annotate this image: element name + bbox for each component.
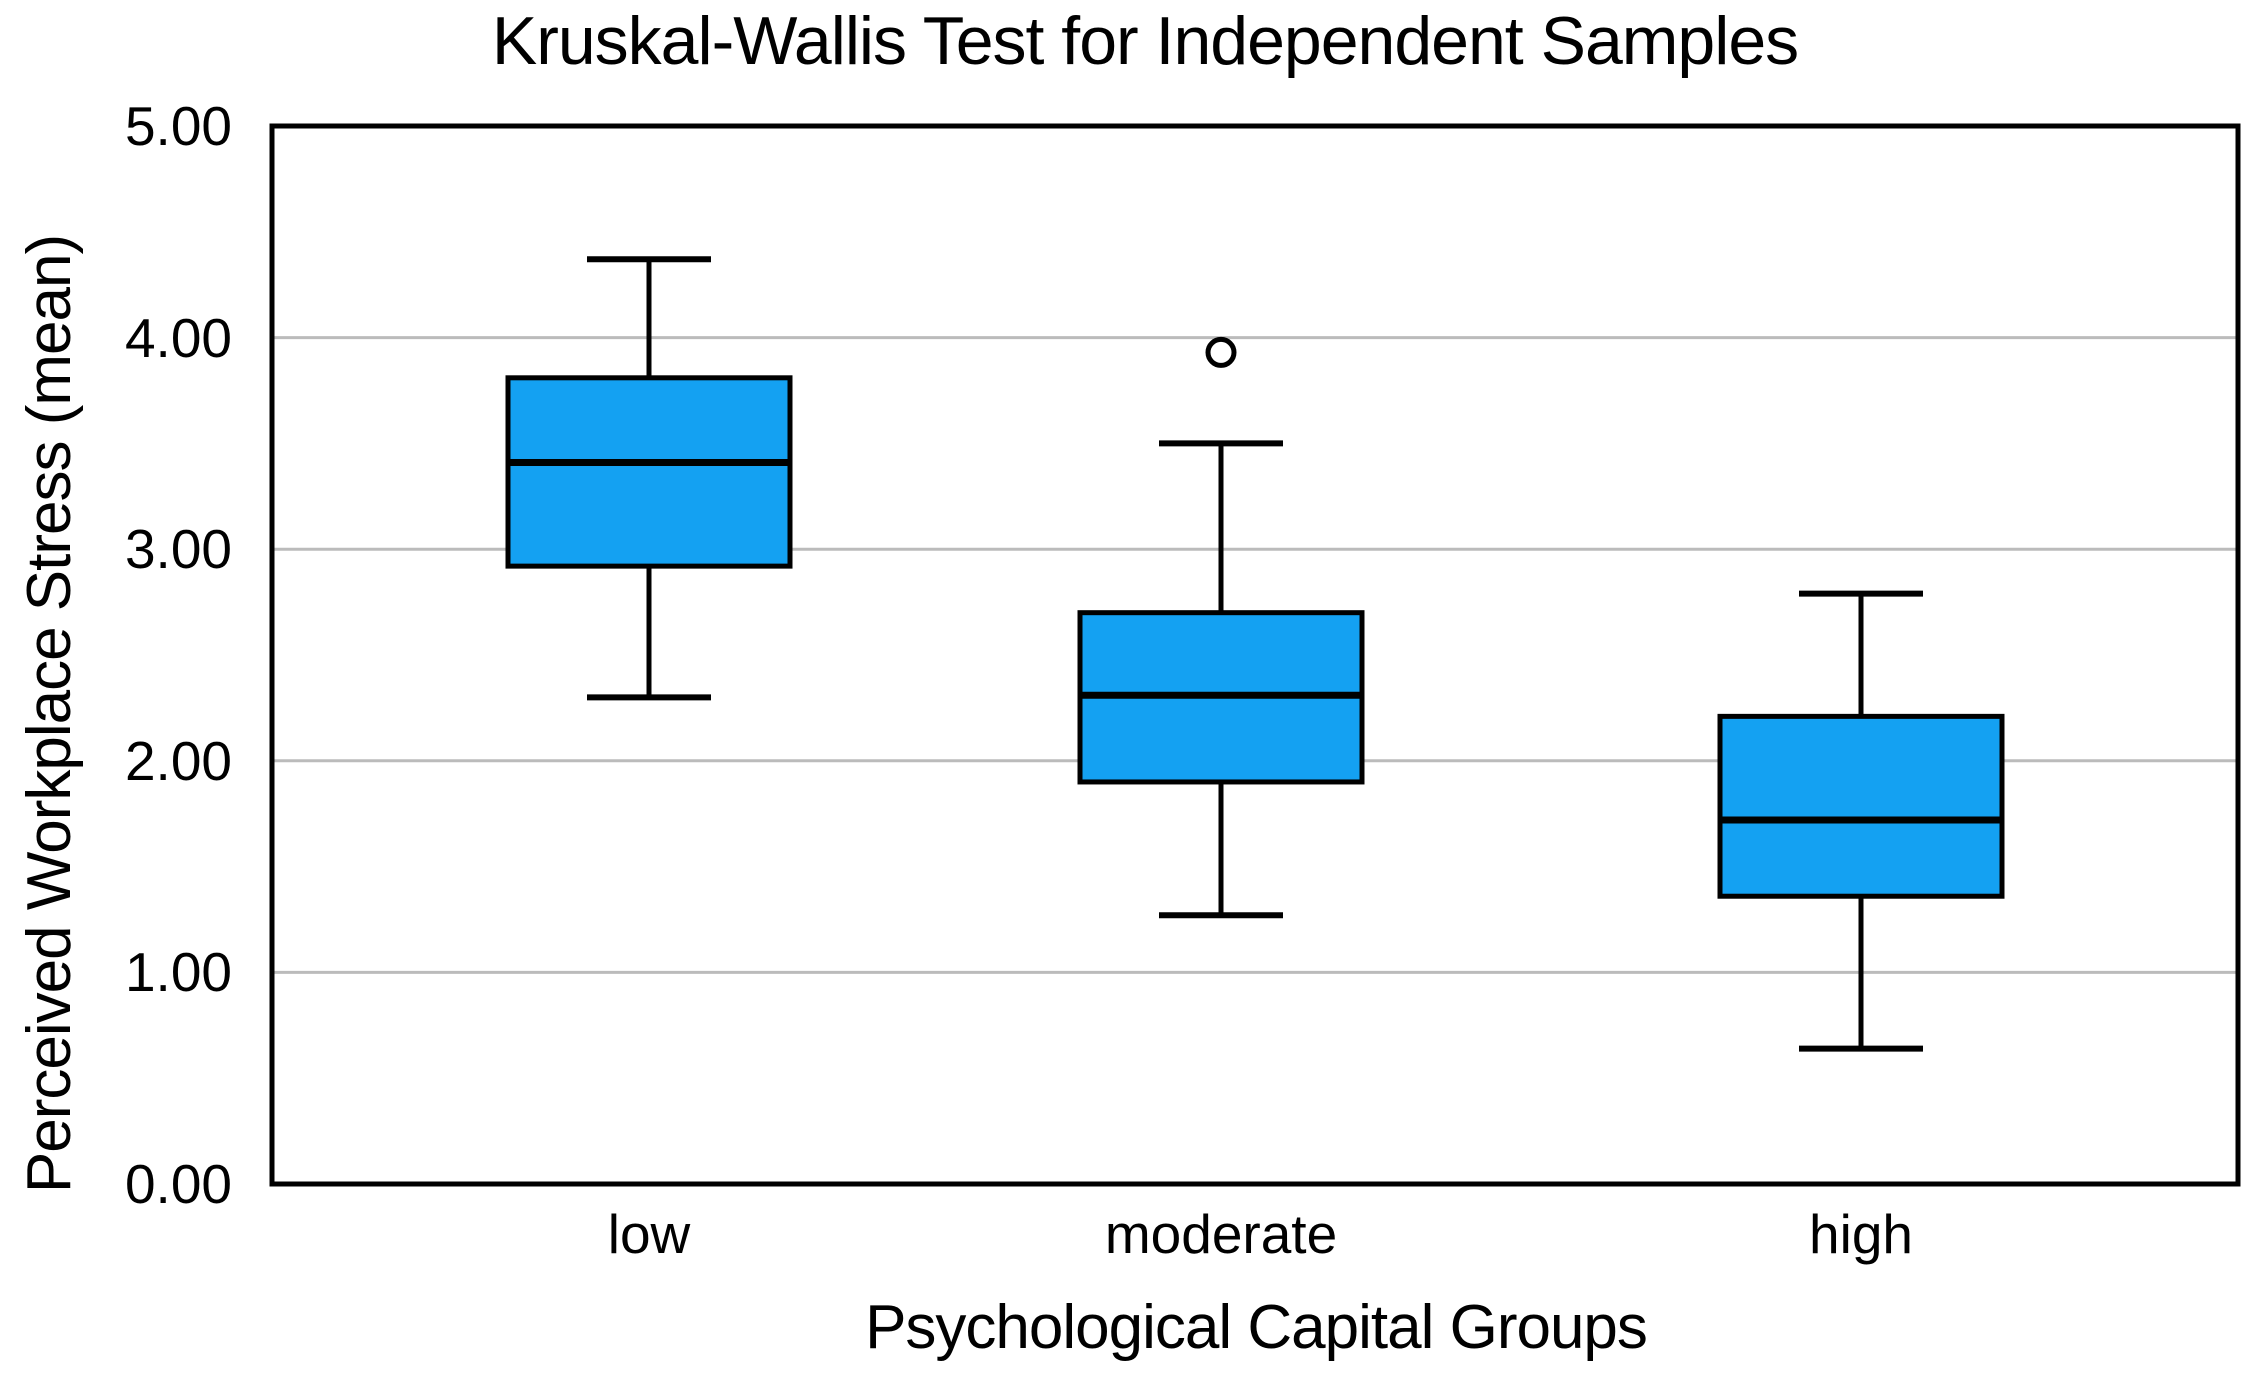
chart-title: Kruskal-Wallis Test for Independent Samp…	[491, 3, 1799, 79]
iqr-box-low	[505, 375, 793, 569]
y-tick-label-2.00: 2.00	[124, 729, 232, 792]
x-tick-label-high: high	[1809, 1203, 1913, 1265]
x-axis-label: Psychological Capital Groups	[865, 1293, 1648, 1362]
y-tick-label-1.00: 1.00	[124, 941, 232, 1004]
outlier-moderate-0	[1205, 336, 1237, 368]
x-tick-label-low: low	[607, 1203, 691, 1265]
axes-frame	[269, 123, 2241, 1187]
y-tick-label-5.00: 5.00	[124, 95, 232, 157]
iqr-box-high	[1717, 713, 2005, 899]
y-tick-label-4.00: 4.00	[124, 306, 232, 369]
y-tick-label-3.00: 3.00	[124, 518, 232, 581]
y-tick-label-0.00: 0.00	[124, 1153, 232, 1215]
x-tick-label-moderate: moderate	[1104, 1203, 1338, 1265]
